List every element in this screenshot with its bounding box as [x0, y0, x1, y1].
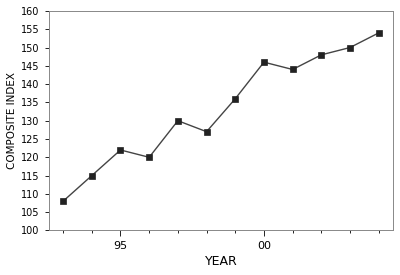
- Y-axis label: COMPOSITE INDEX: COMPOSITE INDEX: [7, 72, 17, 169]
- X-axis label: YEAR: YEAR: [204, 255, 237, 268]
